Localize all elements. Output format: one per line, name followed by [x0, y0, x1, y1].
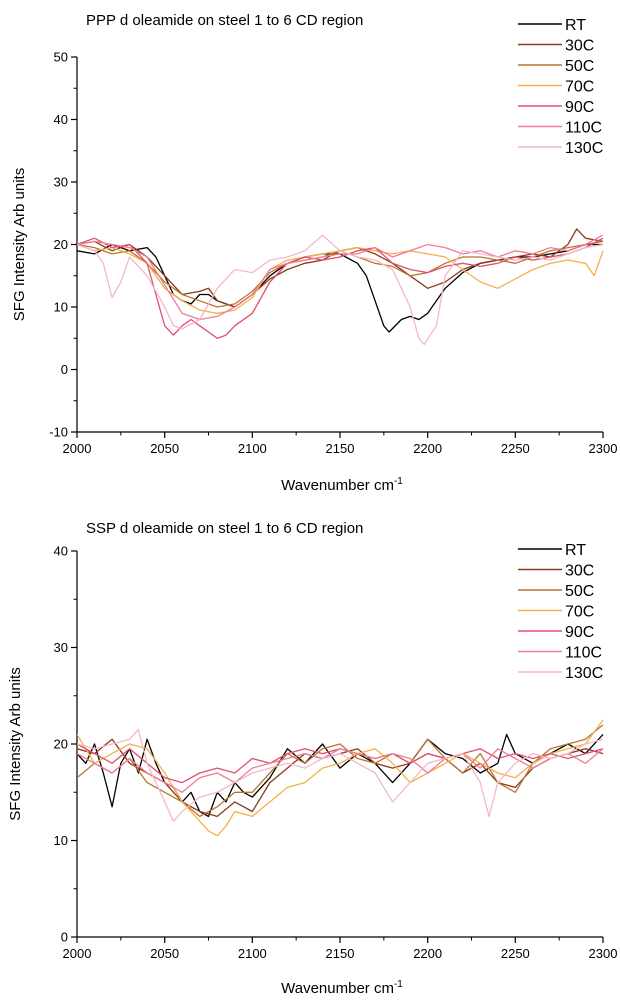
legend-label: 50C — [565, 583, 594, 600]
x-tick-label: 2200 — [413, 441, 442, 456]
x-axis-label-text: Wavenumber cm — [281, 477, 394, 494]
x-tick-label: 2250 — [501, 441, 530, 456]
legend-label: 130C — [565, 140, 603, 157]
x-tick-label: 2150 — [326, 441, 355, 456]
legend-label: 30C — [565, 38, 594, 55]
y-tick-label: 40 — [54, 112, 68, 127]
y-tick-label: 10 — [54, 300, 68, 315]
y-tick-label: 50 — [54, 50, 68, 65]
series-line-rt — [77, 733, 604, 818]
y-tick-label: 30 — [54, 640, 68, 655]
y-tick-label: 10 — [54, 833, 68, 848]
y-tick-label: 20 — [54, 737, 68, 752]
series-line-130c — [77, 234, 604, 346]
series-line-90c — [77, 237, 604, 339]
legend-label: RT — [565, 542, 586, 559]
legend-label: 110C — [565, 645, 602, 662]
legend-label: 90C — [565, 99, 594, 116]
chart-title: PPP d oleamide on steel 1 to 6 CD region — [86, 12, 363, 29]
y-tick-label: 40 — [54, 544, 68, 559]
series-line-70c — [77, 719, 604, 837]
legend-label: 50C — [565, 58, 594, 75]
y-tick-label: 0 — [61, 362, 68, 377]
y-axis-label: SFG Intensity Arb units — [7, 667, 24, 820]
legend: RT 30C 50C 70C 90C 110C 130C — [518, 17, 603, 157]
chart-2: SSP d oleamide on steel 1 to 6 CD region… — [7, 520, 617, 997]
x-tick-label: 2300 — [589, 441, 618, 456]
x-tick-label: 2200 — [413, 946, 442, 961]
x-axis-label: Wavenumber cm-1 — [281, 476, 403, 494]
legend-label: 90C — [565, 624, 594, 641]
x-tick-label: 2150 — [326, 946, 355, 961]
series-group — [77, 719, 604, 837]
chart-1: PPP d oleamide on steel 1 to 6 CD region… — [11, 12, 617, 494]
x-tick-label: 2250 — [501, 946, 530, 961]
x-tick-label: 2050 — [150, 441, 179, 456]
series-line-130c — [77, 728, 604, 822]
x-tick-label: 2300 — [589, 946, 618, 961]
y-tick-label: 0 — [61, 930, 68, 945]
x-tick-label: 2000 — [63, 441, 92, 456]
y-tick-label: 20 — [54, 237, 68, 252]
series-line-110c — [77, 748, 604, 793]
chart-title: SSP d oleamide on steel 1 to 6 CD region — [86, 520, 363, 537]
x-tick-label: 2100 — [238, 946, 267, 961]
x-tick-label: 2000 — [63, 946, 92, 961]
x-axis-label-superscript: -1 — [394, 979, 403, 990]
x-axis-label: Wavenumber cm-1 — [281, 979, 403, 997]
series-group — [77, 228, 604, 346]
legend-label: 70C — [565, 79, 594, 96]
legend-label: 70C — [565, 604, 594, 621]
x-tick-label: 2050 — [150, 946, 179, 961]
legend-label: 110C — [565, 120, 602, 137]
legend: RT 30C 50C 70C 90C 110C 130C — [518, 542, 603, 682]
legend-label: RT — [565, 17, 586, 34]
y-tick-label: -10 — [49, 425, 68, 440]
legend-label: 130C — [565, 665, 603, 682]
x-axis-label-superscript: -1 — [394, 476, 403, 487]
x-tick-label: 2100 — [238, 441, 267, 456]
y-tick-label: 30 — [54, 175, 68, 190]
legend-label: 30C — [565, 563, 594, 580]
series-line-110c — [77, 234, 604, 321]
series-line-50c — [77, 724, 604, 818]
x-axis-label-text: Wavenumber cm — [281, 980, 394, 997]
y-axis-label: SFG Intensity Arb units — [11, 168, 28, 321]
